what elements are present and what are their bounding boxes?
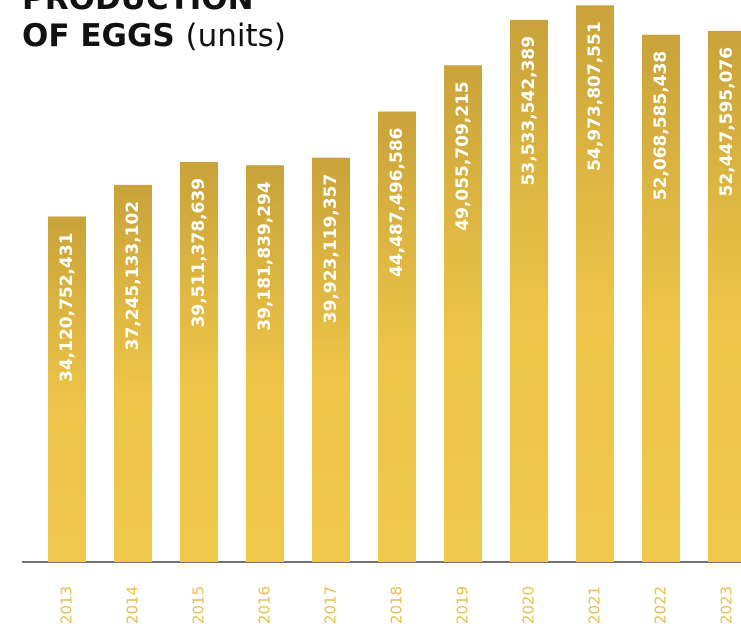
- x-tick-label: 2023: [718, 586, 736, 624]
- bar: [48, 216, 86, 562]
- x-tick-label: 2016: [256, 586, 274, 624]
- bar: [378, 111, 416, 562]
- chart-title: PRODUCTION: [22, 0, 254, 17]
- value-label: 52,068,585,438: [651, 51, 671, 201]
- chart-title: OF EGGS: [22, 18, 175, 54]
- value-label: 53,533,542,389: [519, 36, 539, 186]
- x-tick-label: 2013: [58, 586, 76, 624]
- bar: [444, 65, 482, 562]
- bar: [642, 34, 680, 562]
- value-label: 54,973,807,551: [585, 21, 605, 171]
- bar: [114, 184, 152, 563]
- bar: [510, 19, 548, 562]
- bar: [312, 157, 350, 562]
- x-tick-label: 2022: [652, 586, 670, 624]
- x-tick-label: 2021: [586, 586, 604, 624]
- value-label: 37,245,133,102: [123, 201, 143, 350]
- bar: [180, 161, 218, 562]
- value-label: 34,120,752,431: [57, 232, 77, 382]
- value-label: 39,511,378,639: [189, 178, 209, 328]
- value-label: 52,447,595,076: [717, 47, 737, 197]
- value-label: 44,487,496,586: [387, 128, 407, 278]
- x-tick-label: 2020: [520, 586, 538, 624]
- value-label: 49,055,709,215: [453, 81, 473, 231]
- x-tick-label: 2015: [190, 586, 208, 624]
- bar: [708, 30, 741, 562]
- value-label: 39,923,119,357: [321, 174, 341, 324]
- value-label: 39,181,839,294: [255, 181, 275, 331]
- x-tick-label: 2017: [322, 586, 340, 624]
- bar: [576, 5, 614, 562]
- chart-title: OF EGGS (units): [22, 18, 286, 54]
- bar: [246, 165, 284, 562]
- x-tick-label: 2019: [454, 586, 472, 624]
- x-tick-label: 2018: [388, 586, 406, 624]
- x-tick-label: 2014: [124, 586, 142, 624]
- unit-label: (units): [186, 18, 286, 54]
